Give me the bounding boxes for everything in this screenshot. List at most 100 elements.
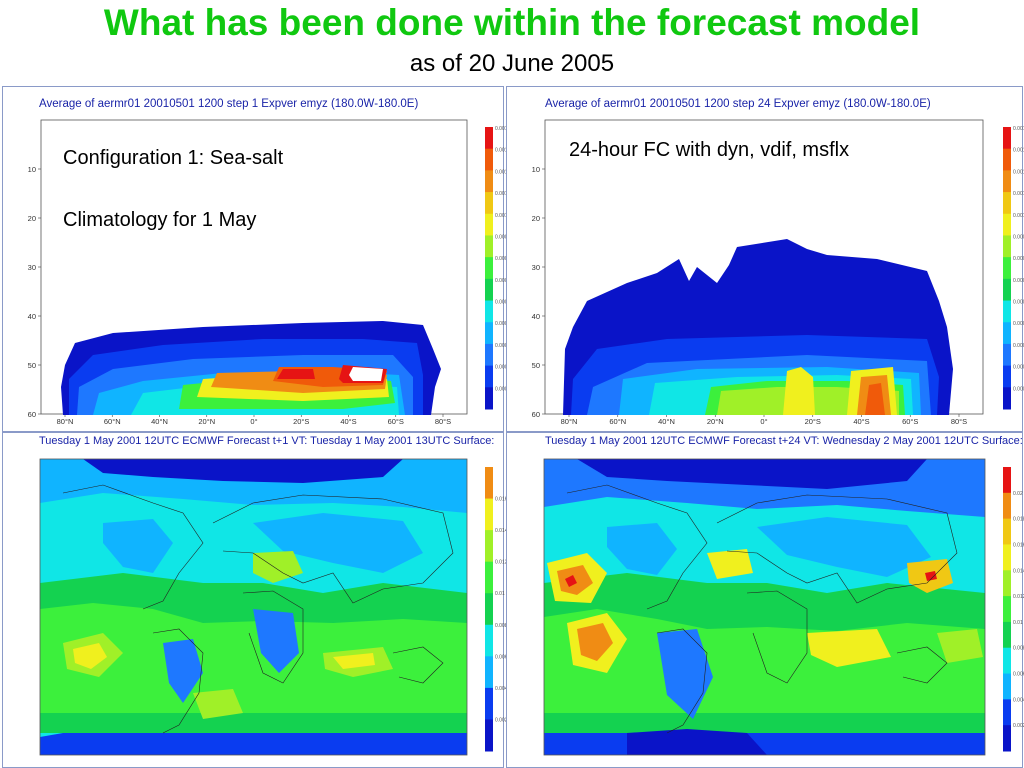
x-tick-label: 60°S [388, 417, 404, 426]
colorbar-swatch [1003, 570, 1011, 597]
cross-section-chart-2: 10 20 30 40 50 60 80°N 60°N 40°N 20°N 0° 20°S 40°S 60… [532, 119, 1024, 426]
colorbar-swatch [1003, 235, 1011, 258]
coastline-1 [656, 628, 708, 734]
x-tick-label: 40°S [853, 417, 869, 426]
field-region-3 [577, 459, 927, 489]
x-tick-label: 60°S [902, 417, 918, 426]
field-region-13 [577, 623, 613, 661]
colorbar-label: 0.0005 [495, 321, 511, 327]
colorbar-label: 0.006 [495, 654, 508, 660]
panel-top-right: Average of aermr01 20010501 1200 step 24… [506, 86, 1024, 432]
field-region-6 [253, 513, 423, 573]
field-region-14 [807, 629, 891, 667]
y-tick-label: 50 [28, 361, 36, 370]
colorbar-label: 0.014 [1013, 568, 1024, 574]
colorbar-label: 0.02 [1013, 491, 1023, 497]
field-region-14 [193, 689, 243, 719]
x-tick-label: 80°N [57, 417, 74, 426]
coastline-0 [566, 484, 708, 610]
colorbar-label: 0.008 [1013, 646, 1024, 652]
colorbar-label: 0.008 [495, 623, 508, 629]
overlay-forecast-label: 24-hour FC with dyn, vdif, msflx [569, 139, 850, 161]
x-tick-label: 60°N [104, 417, 121, 426]
field-region-16 [925, 571, 937, 581]
x-tick-label: 80°N [561, 417, 578, 426]
panel-bottom-left: Tuesday 1 May 2001 12UTC ECMWF Forecast … [2, 432, 508, 768]
y-tick-label: 20 [28, 214, 36, 223]
colorbar-label: 0.01 [495, 591, 505, 597]
colorbar-swatch [1003, 213, 1011, 236]
y-tick-label: 40 [532, 312, 540, 321]
colorbar-swatch [485, 656, 493, 689]
x-tick-label: 40°S [340, 417, 356, 426]
panel-bottom-right-title: Tuesday 1 May 2001 12UTC ECMWF Forecast … [545, 435, 1023, 447]
colorbar-label: 0.004 [495, 686, 508, 692]
surface-map-1: 0.016 0.014 0.012 0.01 0.008 0.006 0.004 0.002 [39, 458, 508, 756]
y-tick-label: 60 [532, 410, 540, 419]
colorbar-label: 0.01 [1013, 620, 1023, 626]
colorbar-label: 0.0007 [495, 278, 511, 284]
y-tick-label: 40 [28, 312, 36, 321]
colorbar-swatch [485, 719, 493, 752]
x-tick-label: 0° [760, 417, 767, 426]
panel-top-left: Average of aermr01 20010501 1200 step 1 … [2, 86, 511, 432]
colorbar-swatch [1003, 170, 1011, 193]
colorbar-label: 0.016 [495, 497, 508, 503]
colorbar-label: 0.0009 [495, 234, 511, 240]
colorbar-swatch [1003, 647, 1011, 675]
colorbar-label: 0.002 [495, 717, 508, 723]
field-region-3 [83, 459, 403, 483]
colorbar-swatch [1003, 387, 1011, 410]
contour-band-9 [865, 383, 885, 415]
x-tick-label: 20°S [805, 417, 821, 426]
cross-section-chart-1: 10 20 30 40 50 60 80°N 60°N 40°N 20°N 0° 20°S 40°S 60… [28, 119, 511, 426]
colorbar-label: 0.0003 [495, 365, 511, 371]
colorbar-swatch [485, 687, 493, 720]
field-region-11 [565, 575, 577, 587]
colorbar-label: 0.0011 [495, 191, 510, 197]
colorbar-swatch [1003, 518, 1011, 545]
panel-bottom-left-title: Tuesday 1 May 2001 12UTC ECMWF Forecast … [39, 435, 495, 447]
colorbar-swatch [485, 300, 493, 323]
colorbar-label: 0.0005 [1013, 321, 1024, 327]
colorbar-swatch [485, 278, 493, 302]
colorbar-swatch [485, 530, 493, 563]
y-tick-label: 50 [532, 361, 540, 370]
colorbar-swatch [1003, 278, 1011, 302]
colorbar-label: 0.0008 [1013, 256, 1024, 262]
colorbar-label: 0.0012 [1013, 169, 1024, 175]
field-region-8 [657, 629, 713, 719]
colorbar-label: 0.0011 [1013, 191, 1024, 197]
x-tick-label: 80°S [951, 417, 967, 426]
colorbar-swatch [1003, 492, 1011, 520]
coastline-1 [152, 628, 204, 734]
y-tick-label: 20 [532, 214, 540, 223]
overlay-config-label: Configuration 1: Sea-salt [63, 147, 284, 169]
field-region-17 [707, 549, 753, 579]
coastline-3 [746, 590, 808, 684]
panel-top-left-title: Average of aermr01 20010501 1200 step 1 … [39, 98, 419, 110]
field-region-8 [253, 609, 299, 673]
coastline-2 [212, 494, 454, 604]
colorbar-swatch [485, 192, 493, 215]
x-tick-label: 20°N [198, 417, 215, 426]
field-region-18 [937, 629, 983, 663]
colorbar-label: 0.001 [1013, 213, 1024, 219]
coastline-0 [62, 484, 204, 610]
colorbar-swatch [485, 593, 493, 626]
field-region-4 [544, 733, 985, 755]
colorbar-label: 0.0006 [1013, 300, 1024, 306]
colorbar-label: 0.002 [1013, 723, 1024, 729]
x-tick-label: 20°N [707, 417, 724, 426]
colorbar-swatch [485, 127, 493, 150]
x-tick-label: 0° [250, 417, 257, 426]
colorbar-label: 0.004 [1013, 697, 1024, 703]
field-region-5 [103, 519, 173, 573]
colorbar-label: 0.0014 [1013, 126, 1024, 132]
colorbar-swatch [485, 257, 493, 280]
x-tick-label: 60°N [609, 417, 626, 426]
colorbar-swatch [485, 365, 493, 388]
map-frame [39, 458, 468, 756]
x-tick-label: 20°S [293, 417, 309, 426]
x-tick-label: 80°S [435, 417, 451, 426]
